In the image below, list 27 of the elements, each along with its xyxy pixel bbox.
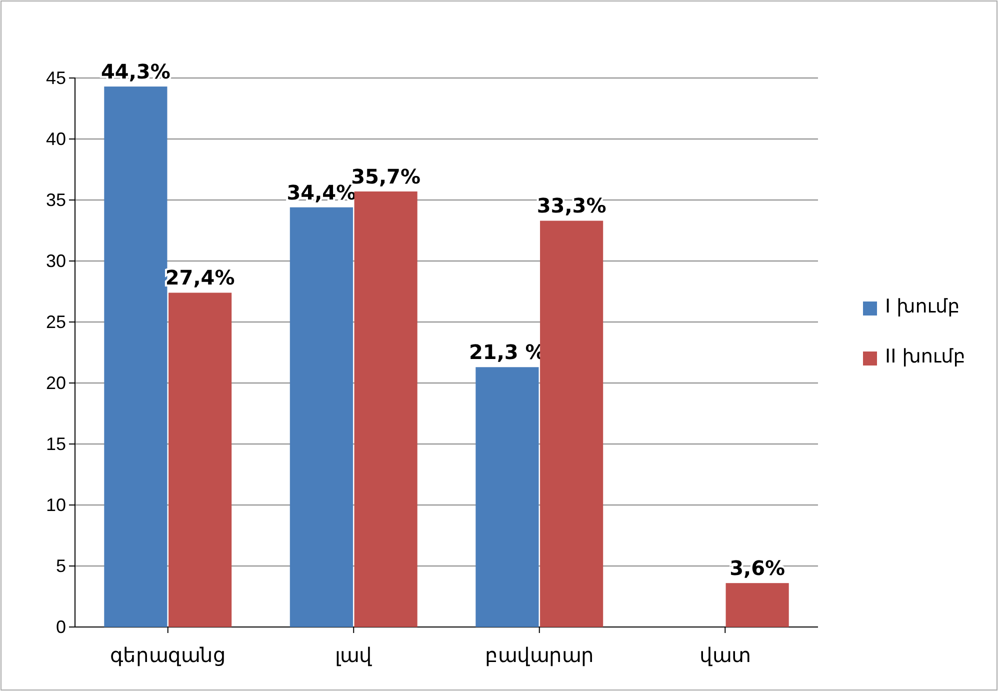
y-tick-label: 10 (46, 494, 66, 515)
y-tick-label: 5 (56, 556, 66, 576)
x-tick-label: բավարար (484, 645, 594, 667)
x-tick-label: վատ (700, 645, 751, 667)
y-tick-label: 40 (46, 128, 66, 149)
data-label: 3,6% (730, 556, 786, 580)
y-tick-label: 0 (56, 616, 66, 637)
bar (354, 191, 418, 627)
data-label: 27,4% (165, 266, 235, 290)
bar (476, 367, 539, 627)
legend-label: II խումբ (885, 346, 966, 368)
y-tick-label: 30 (46, 250, 66, 271)
x-tick-label: գերազանց (110, 645, 226, 667)
y-tick-label: 35 (46, 190, 66, 210)
bar (290, 207, 353, 627)
y-tick-label: 15 (46, 434, 66, 454)
data-label: 44,3% (100, 60, 170, 84)
y-tick-label: 25 (46, 312, 66, 332)
y-tick-label: 45 (46, 68, 66, 88)
bar (726, 583, 789, 627)
x-tick-label: լավ (335, 645, 372, 667)
bar (168, 292, 232, 627)
data-label: 33,3% (536, 194, 606, 218)
y-tick-label: 20 (46, 372, 66, 393)
legend-label: I խումբ (885, 296, 960, 318)
bar (104, 86, 168, 627)
bar (540, 220, 604, 627)
